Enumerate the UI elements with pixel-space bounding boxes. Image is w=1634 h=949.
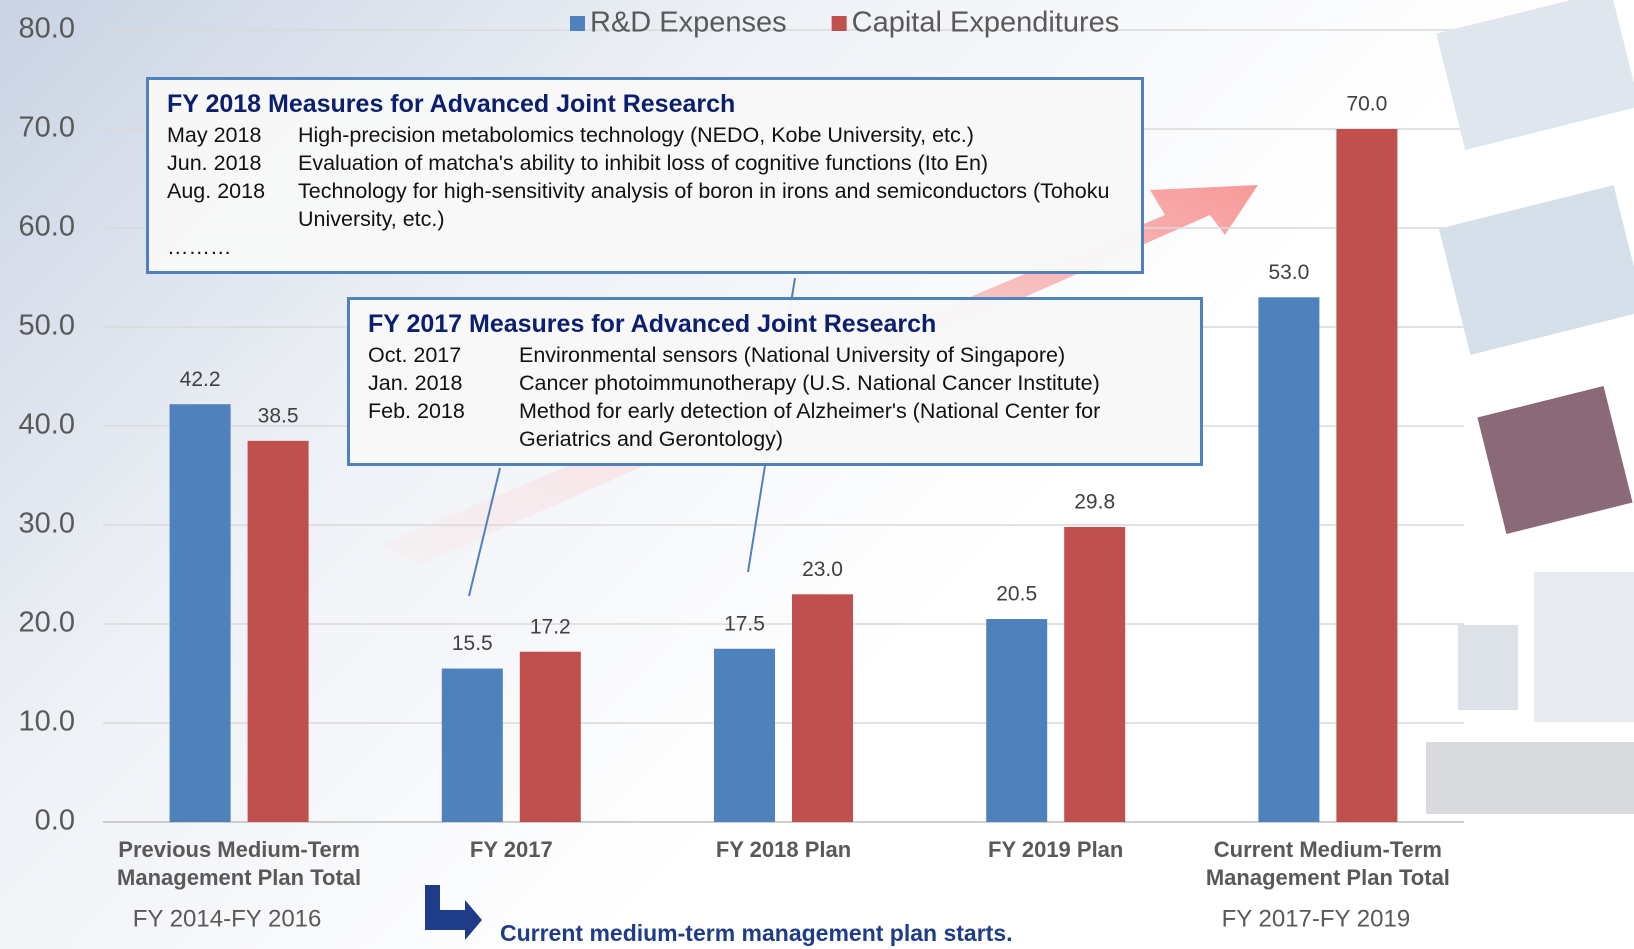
annotation-ellipsis: ……… bbox=[167, 235, 232, 259]
y-tick-label: 70.0 bbox=[19, 112, 75, 144]
value-label: 15.5 bbox=[452, 632, 493, 655]
value-label: 42.2 bbox=[180, 368, 221, 391]
annotation-box: FY 2018 Measures for Advanced Joint Rese… bbox=[146, 77, 1144, 274]
annotation-date: Jun. 2018 bbox=[167, 151, 262, 175]
x-tick-label-box: Previous Medium-Term Management Plan Tot… bbox=[117, 837, 362, 890]
x-tick-label-box: FY 2019 Plan bbox=[988, 837, 1124, 862]
annotation-row: Feb. 2018 Method for early detection of A… bbox=[368, 397, 1182, 453]
x-tick-label-box: FY 2017 bbox=[469, 837, 553, 862]
bar bbox=[792, 594, 853, 822]
annotation-row: May 2018 High-precision metabolomics tech… bbox=[167, 121, 1123, 149]
legend-label: Capital Expenditures bbox=[852, 7, 1120, 39]
annotation-row: Aug. 2018 Technology for high-sensitivity… bbox=[167, 177, 1123, 233]
bar bbox=[441, 668, 503, 822]
bar bbox=[169, 404, 231, 822]
annotation-date: Aug. 2018 bbox=[167, 179, 266, 203]
bar bbox=[247, 440, 309, 822]
x-tick-label: FY 2018 Plan bbox=[715, 837, 852, 862]
annotation-box: FY 2017 Measures for Advanced Joint Rese… bbox=[347, 297, 1203, 466]
y-tick-label: 30.0 bbox=[19, 508, 75, 540]
photo bbox=[1534, 572, 1634, 722]
y-tick-label: 50.0 bbox=[19, 310, 75, 342]
annotation-date: May 2018 bbox=[167, 123, 262, 147]
annotation-row: Jun. 2018 Evaluation of matcha's ability … bbox=[167, 149, 1123, 177]
y-tick-label: 20.0 bbox=[19, 607, 75, 639]
y-tick-label: 60.0 bbox=[19, 211, 75, 243]
period-label: FY 2017-FY 2019 bbox=[1222, 905, 1411, 932]
period-label: FY 2014-FY 2016 bbox=[133, 905, 322, 932]
bar bbox=[1064, 526, 1126, 822]
photo bbox=[1426, 742, 1634, 814]
annotation-date: Feb. 2018 bbox=[368, 399, 465, 423]
photos bbox=[1426, 0, 1634, 814]
annotation-text: Method for early detection of Alzheimer'… bbox=[519, 399, 1101, 451]
bar bbox=[519, 651, 581, 822]
value-label: 20.5 bbox=[996, 583, 1037, 606]
value-label: 70.0 bbox=[1346, 93, 1387, 116]
legend-label: R&D Expenses bbox=[590, 7, 787, 39]
annotation-date: Jan. 2018 bbox=[368, 371, 463, 395]
x-tick-label-box: Current Medium-Term Management Plan Tota… bbox=[1205, 837, 1450, 890]
start-arrow bbox=[425, 885, 482, 940]
bar bbox=[714, 648, 775, 822]
value-label: 38.5 bbox=[258, 404, 299, 427]
bar bbox=[986, 619, 1048, 822]
x-tick-label: Previous Medium-Term Management Plan Tot… bbox=[117, 837, 362, 890]
annotation-date: Oct. 2017 bbox=[368, 343, 462, 367]
bar bbox=[1258, 297, 1320, 822]
y-tick-label: 0.0 bbox=[35, 805, 75, 837]
value-label: 29.8 bbox=[1074, 491, 1115, 514]
annotation-row: Oct. 2017 Environmental sensors (National… bbox=[368, 341, 1182, 369]
value-label: 53.0 bbox=[1268, 261, 1309, 284]
annotation-text: Technology for high-sensitivity analysis… bbox=[298, 179, 1110, 231]
x-tick-label: FY 2019 Plan bbox=[988, 837, 1124, 862]
footnote: Current medium-term management plan star… bbox=[500, 920, 1013, 946]
photo bbox=[1477, 386, 1633, 534]
y-tick-label: 10.0 bbox=[19, 706, 75, 738]
annotation-text: High-precision metabolomics technology (… bbox=[298, 123, 974, 147]
x-tick-label: Current Medium-Term Management Plan Tota… bbox=[1205, 837, 1450, 890]
y-tick-label: 80.0 bbox=[19, 13, 75, 45]
value-label: 17.5 bbox=[724, 612, 765, 635]
value-label: 17.2 bbox=[530, 615, 571, 638]
annotation-text: Environmental sensors (National Universi… bbox=[519, 343, 1066, 367]
annotation-title: FY 2017 Measures for Advanced Joint Rese… bbox=[368, 310, 937, 338]
y-tick-label: 40.0 bbox=[19, 409, 75, 441]
annotation-text: Cancer photoimmunotherapy (U.S. National… bbox=[519, 371, 1100, 395]
photo bbox=[1458, 625, 1518, 710]
bar bbox=[1336, 129, 1398, 822]
legend-swatch bbox=[831, 16, 847, 31]
legend-swatch bbox=[570, 16, 585, 31]
value-label: 23.0 bbox=[802, 558, 843, 581]
annotation-text: Evaluation of matcha's ability to inhibi… bbox=[298, 151, 989, 175]
photo bbox=[1438, 185, 1634, 355]
x-tick-label: FY 2017 bbox=[469, 837, 553, 862]
x-tick-label-box: FY 2018 Plan bbox=[715, 837, 852, 862]
photo bbox=[1436, 0, 1634, 150]
callout-line bbox=[468, 467, 501, 597]
annotation-row: Jan. 2018 Cancer photoimmunotherapy (U.S.… bbox=[368, 369, 1182, 397]
annotation-title: FY 2018 Measures for Advanced Joint Rese… bbox=[167, 90, 736, 118]
